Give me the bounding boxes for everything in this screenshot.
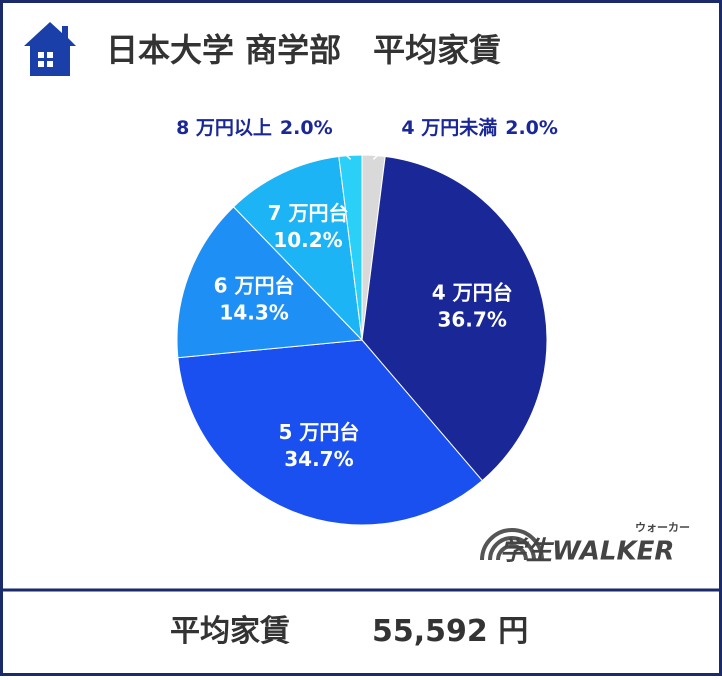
leader-line bbox=[340, 149, 352, 160]
outer-label: 8 万円以上 2.0% bbox=[176, 117, 333, 139]
footer-label: 平均家賃 bbox=[170, 614, 290, 649]
slice-label: 6 万円台 bbox=[214, 274, 295, 298]
logo-text: 学生WALKER bbox=[500, 537, 674, 567]
slice-value: 2.0% bbox=[505, 117, 558, 139]
slice-label: 4 万円台 bbox=[432, 281, 513, 305]
leader-line bbox=[372, 149, 384, 160]
slice-value: 2.0% bbox=[280, 117, 333, 139]
slice-label: 5 万円台 bbox=[279, 420, 360, 444]
slice-label: 7 万円台 bbox=[268, 201, 349, 225]
slice-label: 8 万円以上 bbox=[176, 117, 272, 139]
pie-slice bbox=[338, 154, 363, 341]
slice-value: 10.2% bbox=[273, 228, 342, 252]
pie-slice bbox=[177, 339, 483, 526]
footer-value: 55,592 円 bbox=[372, 614, 528, 649]
slice-label: 4 万円未満 bbox=[401, 116, 497, 139]
logo-ruby: ウォーカー bbox=[635, 521, 690, 534]
pie-slice bbox=[232, 155, 363, 342]
chart-title: 日本大学 商学部 平均家賃 bbox=[106, 31, 501, 69]
house-icon bbox=[24, 22, 76, 76]
logo: 学生WALKER ウォーカー bbox=[480, 521, 690, 567]
slice-value: 36.7% bbox=[437, 308, 506, 332]
slice-value: 14.3% bbox=[219, 301, 288, 325]
footer: 平均家賃 55,592 円 bbox=[170, 614, 528, 649]
pie-slice bbox=[361, 155, 548, 482]
slice-value: 34.7% bbox=[284, 447, 353, 471]
pie-slice bbox=[176, 206, 364, 359]
outer-label: 4 万円未満 2.0% bbox=[401, 116, 558, 139]
